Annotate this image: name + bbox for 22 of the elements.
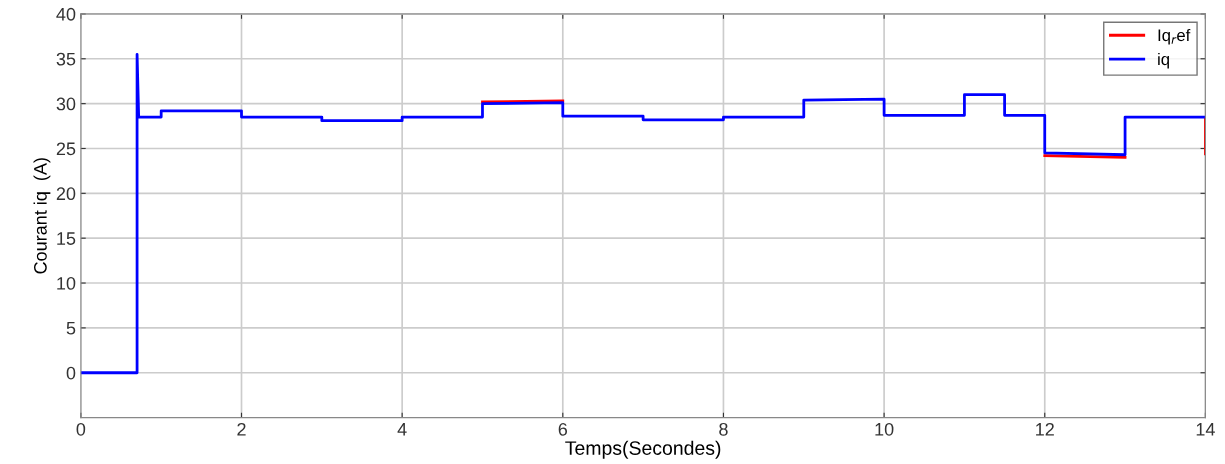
x-tick-label: 12 [1036, 422, 1054, 436]
legend-label: iq [1158, 52, 1169, 69]
x-tick-label: 2 [237, 422, 246, 436]
y-tick-label: 35 [56, 52, 76, 66]
y-tick-label: 30 [56, 97, 76, 111]
y-tick-label: 15 [57, 232, 76, 245]
x-tick-label: 10 [875, 422, 894, 436]
legend-label: Iq$_{r}$ef [1158, 28, 1191, 45]
y-tick-label: 25 [56, 142, 76, 156]
x-axis-title: Temps(Secondes) [565, 440, 721, 459]
x-tick-label: 4 [397, 423, 407, 436]
x-tick-label: 8 [719, 422, 728, 436]
y-tick-label: 5 [66, 322, 76, 335]
x-tick-label: 6 [558, 422, 568, 436]
y-tick-label: 10 [57, 276, 76, 290]
y-tick-label: 0 [66, 366, 76, 380]
x-tick-label: 14 [1196, 423, 1215, 436]
x-tick-label: 0 [76, 422, 86, 436]
y-axis-title: Courant iq (A) [33, 158, 51, 274]
y-tick-label: 40 [56, 7, 76, 21]
y-tick-label: 20 [56, 187, 76, 201]
line-series [80, 52, 1206, 375]
